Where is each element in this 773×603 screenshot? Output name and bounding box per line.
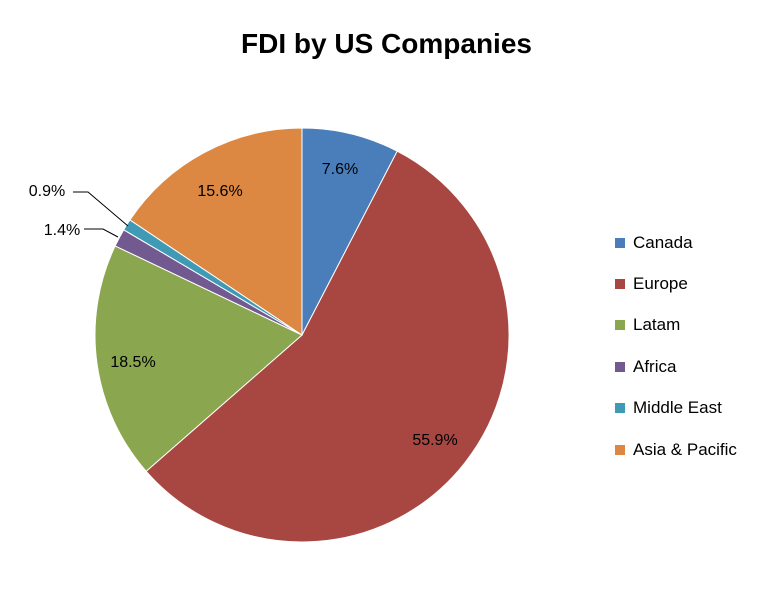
leader-line-africa (84, 228, 119, 238)
legend-swatch-middle-east (615, 403, 625, 414)
pie-slice-europe (145, 150, 510, 543)
leader-lines (73, 191, 129, 238)
legend-swatch-europe (615, 279, 625, 290)
legend: Canada Europe Latam Africa Middle East Asia &… (615, 222, 770, 470)
legend-swatch-asia-pacific (615, 444, 625, 455)
legend-item-asia-pacific: Asia & Pacific (615, 429, 770, 470)
legend-item-middle-east: Middle East (615, 388, 770, 429)
slice-label-asia-pacific: 15.6% (197, 183, 242, 200)
legend-item-europe: Europe (615, 263, 770, 304)
legend-label-africa: Africa (633, 356, 677, 376)
legend-swatch-canada (615, 237, 625, 248)
legend-swatch-africa (615, 361, 625, 372)
legend-item-africa: Africa (615, 346, 770, 387)
pie-slices (94, 127, 510, 543)
legend-swatch-latam (615, 320, 625, 331)
pie-slice-latam (94, 245, 303, 472)
legend-item-canada: Canada (615, 222, 770, 263)
legend-label-middle-east: Middle East (633, 398, 722, 418)
slice-label-latam: 18.5% (110, 354, 155, 371)
leader-line-middle-east (73, 191, 129, 227)
legend-label-asia-pacific: Asia & Pacific (633, 439, 737, 459)
legend-item-latam: Latam (615, 305, 770, 346)
pie-slice-asia-pacific (129, 127, 303, 336)
legend-label-latam: Latam (633, 315, 681, 335)
slice-label-canada: 7.6% (322, 161, 358, 178)
pie-slice-canada (301, 127, 398, 336)
legend-label-europe: Europe (633, 274, 688, 294)
slice-label-africa: 1.4% (44, 222, 80, 239)
slice-labels: 7.6% 55.9% 18.5% 1.4% 0.9% 15.6% (29, 161, 458, 449)
chart-title: FDI by US Companies (241, 28, 532, 59)
slice-label-middle-east: 0.9% (29, 183, 65, 200)
slice-label-europe: 55.9% (412, 432, 457, 449)
legend-label-canada: Canada (633, 232, 693, 252)
